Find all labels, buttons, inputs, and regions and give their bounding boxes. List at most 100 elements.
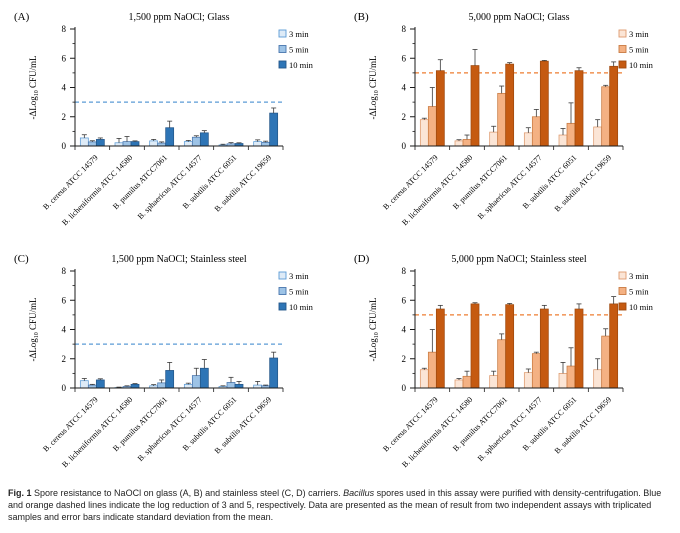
bar xyxy=(489,375,499,389)
bar xyxy=(95,379,105,389)
caption-figure-label: Fig. 1 xyxy=(8,488,32,498)
chart-b: (B) 5,000 ppm NaOCl; Glass -ΔLog10 CFU/mL 0… xyxy=(354,11,654,227)
bar xyxy=(593,126,603,147)
caption-text: Spore resistance to NaOCl on glass (A, B… xyxy=(31,488,344,498)
legend-swatch xyxy=(618,302,627,311)
y-tick-label: 6 xyxy=(62,295,67,305)
bar xyxy=(566,122,576,147)
figure-caption: Fig. 1 Spore resistance to NaOCl on glas… xyxy=(8,487,672,523)
bar xyxy=(79,137,89,147)
legend-label: 3 min xyxy=(629,271,649,281)
bar xyxy=(87,141,97,147)
bar xyxy=(497,92,507,147)
bar xyxy=(122,141,132,147)
panel-c: (C) 1,500 ppm NaOCl; Stainless steel -ΔLog… xyxy=(0,244,340,486)
x-category-label: B. licheniformis ATCC 14580 xyxy=(60,153,134,227)
bar xyxy=(157,382,167,389)
bar xyxy=(539,308,549,389)
panel-b: (B) 5,000 ppm NaOCl; Glass -ΔLog10 CFU/mL 0… xyxy=(340,2,680,244)
bar xyxy=(165,127,175,147)
chart-a: (A) 1,500 ppm NaOCl; Glass -ΔLog10 CFU/mL 0… xyxy=(14,11,314,227)
panel-label: (B) xyxy=(354,11,369,23)
bar xyxy=(199,367,209,389)
legend-label: 5 min xyxy=(289,45,309,55)
bar xyxy=(199,132,209,147)
legend-swatch xyxy=(278,287,287,295)
legend-label: 10 min xyxy=(629,302,654,312)
bar xyxy=(183,141,193,147)
legend-label: 3 min xyxy=(629,29,649,39)
bar xyxy=(574,308,584,389)
bar xyxy=(191,375,201,389)
bar xyxy=(531,353,541,389)
x-category-label: B. sphaericus ATCC 14577 xyxy=(476,153,544,221)
legend-label: 3 min xyxy=(289,29,309,39)
bar xyxy=(226,382,236,389)
bar xyxy=(253,141,263,147)
bar xyxy=(435,308,445,389)
bar xyxy=(609,65,619,147)
bar xyxy=(419,119,429,147)
y-tick-label: 6 xyxy=(402,295,407,305)
legend-label: 5 min xyxy=(289,287,309,297)
bar xyxy=(505,304,515,389)
bar xyxy=(462,375,472,389)
y-tick-label: 4 xyxy=(62,83,67,93)
legend-swatch xyxy=(618,60,627,69)
legend-label: 10 min xyxy=(289,60,314,70)
bar xyxy=(601,86,611,147)
bar xyxy=(505,63,515,147)
bar xyxy=(566,365,576,389)
y-tick-label: 8 xyxy=(62,266,67,276)
panel-a: (A) 1,500 ppm NaOCl; Glass -ΔLog10 CFU/mL 0… xyxy=(0,2,340,244)
bar xyxy=(130,141,140,147)
chart-title: 1,500 ppm NaOCl; Stainless steel xyxy=(111,254,246,265)
bar xyxy=(79,380,89,389)
y-axis-label: -ΔLog10 CFU/mL xyxy=(368,55,380,119)
bar xyxy=(558,373,568,389)
x-category-label: B. sphaericus ATCC 14577 xyxy=(136,395,204,463)
bar xyxy=(234,383,244,389)
legend-swatch xyxy=(618,29,627,38)
legend-swatch xyxy=(618,287,627,295)
x-category-label: B. licheniformis ATCC 14580 xyxy=(400,153,474,227)
chart-d: (D) 5,000 ppm NaOCl; Stainless steel -ΔLog… xyxy=(354,253,654,469)
legend-label: 10 min xyxy=(629,60,654,70)
legend-swatch xyxy=(278,29,287,38)
y-tick-label: 0 xyxy=(62,141,67,151)
caption-text: spores used in this assay were purified … xyxy=(8,488,662,523)
x-category-label: B. sphaericus ATCC 14577 xyxy=(476,395,544,463)
bar xyxy=(165,370,175,389)
y-axis-label: -ΔLog10 CFU/mL xyxy=(368,297,380,361)
y-tick-label: 2 xyxy=(402,112,407,122)
y-tick-label: 0 xyxy=(402,141,407,151)
bar xyxy=(470,65,480,147)
bar xyxy=(497,339,507,389)
legend-label: 5 min xyxy=(629,287,649,297)
caption-genus-italic: Bacillus xyxy=(343,488,375,498)
y-tick-label: 2 xyxy=(62,354,67,364)
bar xyxy=(523,132,533,147)
bar xyxy=(419,369,429,389)
y-tick-label: 8 xyxy=(402,266,407,276)
bar xyxy=(574,70,584,147)
y-tick-label: 0 xyxy=(402,383,407,393)
bar xyxy=(149,140,159,147)
y-tick-label: 6 xyxy=(402,53,407,63)
y-axis-label: -ΔLog10 CFU/mL xyxy=(28,297,40,361)
y-axis-label: -ΔLog10 CFU/mL xyxy=(28,55,40,119)
bar xyxy=(191,136,201,147)
bar xyxy=(435,70,445,147)
chart-c: (C) 1,500 ppm NaOCl; Stainless steel -ΔLog… xyxy=(14,253,314,469)
bar xyxy=(427,106,437,147)
bar xyxy=(95,139,105,147)
chart-title: 5,000 ppm NaOCl; Glass xyxy=(468,12,569,23)
bar xyxy=(470,303,480,389)
legend-swatch xyxy=(618,271,627,280)
panel-label: (D) xyxy=(354,253,370,265)
chart-title: 1,500 ppm NaOCl; Glass xyxy=(128,12,229,23)
bar xyxy=(454,379,464,389)
x-category-label: B. licheniformis ATCC 14580 xyxy=(60,395,134,469)
x-category-label: B. sphaericus ATCC 14577 xyxy=(136,153,204,221)
bar xyxy=(523,372,533,389)
